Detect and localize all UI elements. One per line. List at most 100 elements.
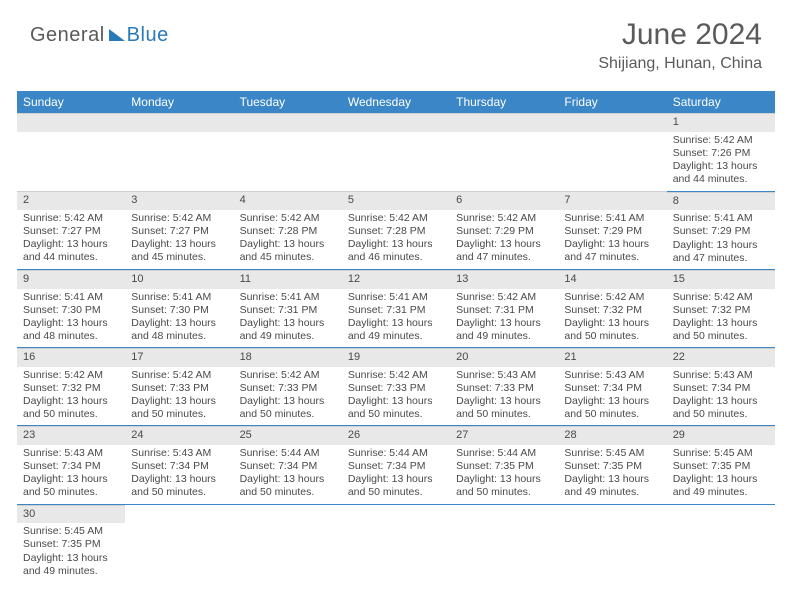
calendar-row: 23Sunrise: 5:43 AMSunset: 7:34 PMDayligh… [17, 426, 775, 504]
calendar-body: 1Sunrise: 5:42 AMSunset: 7:26 PMDaylight… [17, 113, 775, 582]
day-number: 9 [17, 270, 125, 289]
day-daylight2: and 50 minutes. [240, 486, 336, 499]
calendar-cell: 20Sunrise: 5:43 AMSunset: 7:33 PMDayligh… [450, 348, 558, 426]
day-number: 8 [667, 192, 775, 211]
weekday-header: Tuesday [234, 91, 342, 113]
day-body: Sunrise: 5:41 AMSunset: 7:31 PMDaylight:… [234, 289, 342, 348]
calendar-cell: 11Sunrise: 5:41 AMSunset: 7:31 PMDayligh… [234, 269, 342, 347]
day-sunrise: Sunrise: 5:44 AM [348, 447, 444, 460]
day-daylight1: Daylight: 13 hours [456, 473, 552, 486]
day-body: Sunrise: 5:42 AMSunset: 7:28 PMDaylight:… [342, 210, 450, 269]
day-sunrise: Sunrise: 5:45 AM [23, 525, 119, 538]
day-sunset: Sunset: 7:32 PM [564, 304, 660, 317]
brand-triangle-icon [109, 29, 125, 41]
day-sunset: Sunset: 7:30 PM [23, 304, 119, 317]
calendar-cell [125, 504, 233, 582]
day-sunrise: Sunrise: 5:41 AM [131, 291, 227, 304]
calendar-cell: 12Sunrise: 5:41 AMSunset: 7:31 PMDayligh… [342, 269, 450, 347]
day-daylight2: and 49 minutes. [23, 565, 119, 578]
calendar-cell [125, 113, 233, 191]
day-body: Sunrise: 5:43 AMSunset: 7:34 PMDaylight:… [558, 367, 666, 426]
calendar-cell [450, 504, 558, 582]
day-body: Sunrise: 5:41 AMSunset: 7:30 PMDaylight:… [125, 289, 233, 348]
day-daylight1: Daylight: 13 hours [673, 317, 769, 330]
day-sunset: Sunset: 7:31 PM [456, 304, 552, 317]
day-number: 17 [125, 348, 233, 367]
calendar-cell: 24Sunrise: 5:43 AMSunset: 7:34 PMDayligh… [125, 426, 233, 504]
day-daylight2: and 49 minutes. [240, 330, 336, 343]
day-daylight1: Daylight: 13 hours [673, 395, 769, 408]
day-number: 14 [558, 270, 666, 289]
day-number: 12 [342, 270, 450, 289]
day-sunrise: Sunrise: 5:42 AM [456, 212, 552, 225]
day-sunrise: Sunrise: 5:43 AM [564, 369, 660, 382]
day-sunrise: Sunrise: 5:43 AM [131, 447, 227, 460]
day-number-blank [125, 113, 233, 132]
calendar-cell [342, 113, 450, 191]
calendar-cell: 10Sunrise: 5:41 AMSunset: 7:30 PMDayligh… [125, 269, 233, 347]
day-sunrise: Sunrise: 5:42 AM [564, 291, 660, 304]
weekday-header: Monday [125, 91, 233, 113]
day-body: Sunrise: 5:44 AMSunset: 7:34 PMDaylight:… [342, 445, 450, 504]
day-number: 29 [667, 426, 775, 445]
calendar-cell: 9Sunrise: 5:41 AMSunset: 7:30 PMDaylight… [17, 269, 125, 347]
day-daylight1: Daylight: 13 hours [348, 238, 444, 251]
calendar-cell: 15Sunrise: 5:42 AMSunset: 7:32 PMDayligh… [667, 269, 775, 347]
day-number: 4 [234, 191, 342, 210]
day-sunrise: Sunrise: 5:41 AM [564, 212, 660, 225]
calendar-cell: 27Sunrise: 5:44 AMSunset: 7:35 PMDayligh… [450, 426, 558, 504]
day-sunrise: Sunrise: 5:43 AM [673, 369, 769, 382]
day-sunset: Sunset: 7:33 PM [240, 382, 336, 395]
day-body: Sunrise: 5:45 AMSunset: 7:35 PMDaylight:… [558, 445, 666, 504]
calendar-cell: 1Sunrise: 5:42 AMSunset: 7:26 PMDaylight… [667, 113, 775, 191]
title-block: June 2024 Shijiang, Hunan, China [598, 18, 762, 73]
calendar-cell: 6Sunrise: 5:42 AMSunset: 7:29 PMDaylight… [450, 191, 558, 269]
day-sunset: Sunset: 7:35 PM [456, 460, 552, 473]
calendar-row: 1Sunrise: 5:42 AMSunset: 7:26 PMDaylight… [17, 113, 775, 191]
day-body: Sunrise: 5:42 AMSunset: 7:27 PMDaylight:… [125, 210, 233, 269]
location-label: Shijiang, Hunan, China [598, 55, 762, 73]
calendar-cell: 14Sunrise: 5:42 AMSunset: 7:32 PMDayligh… [558, 269, 666, 347]
day-number: 20 [450, 348, 558, 367]
day-daylight1: Daylight: 13 hours [131, 317, 227, 330]
day-daylight1: Daylight: 13 hours [131, 473, 227, 486]
day-sunrise: Sunrise: 5:45 AM [564, 447, 660, 460]
day-daylight1: Daylight: 13 hours [240, 317, 336, 330]
calendar-cell [234, 504, 342, 582]
day-daylight2: and 50 minutes. [348, 408, 444, 421]
day-daylight2: and 45 minutes. [131, 251, 227, 264]
month-title: June 2024 [598, 18, 762, 51]
calendar-cell: 3Sunrise: 5:42 AMSunset: 7:27 PMDaylight… [125, 191, 233, 269]
day-body: Sunrise: 5:45 AMSunset: 7:35 PMDaylight:… [667, 445, 775, 504]
day-body: Sunrise: 5:42 AMSunset: 7:33 PMDaylight:… [342, 367, 450, 426]
calendar-header-row: Sunday Monday Tuesday Wednesday Thursday… [17, 91, 775, 113]
day-number-blank [17, 113, 125, 132]
calendar-cell: 21Sunrise: 5:43 AMSunset: 7:34 PMDayligh… [558, 348, 666, 426]
calendar-cell [558, 504, 666, 582]
brand-part1: General [30, 24, 105, 47]
day-sunrise: Sunrise: 5:42 AM [673, 291, 769, 304]
day-number-blank [558, 113, 666, 132]
day-body: Sunrise: 5:42 AMSunset: 7:32 PMDaylight:… [17, 367, 125, 426]
day-number: 21 [558, 348, 666, 367]
weekday-header: Sunday [17, 91, 125, 113]
day-daylight1: Daylight: 13 hours [348, 317, 444, 330]
day-sunrise: Sunrise: 5:42 AM [456, 291, 552, 304]
day-daylight1: Daylight: 13 hours [673, 160, 769, 173]
day-body: Sunrise: 5:43 AMSunset: 7:34 PMDaylight:… [667, 367, 775, 426]
calendar-cell [342, 504, 450, 582]
day-number: 18 [234, 348, 342, 367]
day-body: Sunrise: 5:44 AMSunset: 7:34 PMDaylight:… [234, 445, 342, 504]
day-number: 3 [125, 191, 233, 210]
calendar-row: 16Sunrise: 5:42 AMSunset: 7:32 PMDayligh… [17, 348, 775, 426]
day-daylight2: and 50 minutes. [240, 408, 336, 421]
day-body: Sunrise: 5:41 AMSunset: 7:29 PMDaylight:… [558, 210, 666, 269]
day-body: Sunrise: 5:41 AMSunset: 7:29 PMDaylight:… [667, 210, 775, 269]
day-sunrise: Sunrise: 5:44 AM [240, 447, 336, 460]
calendar-cell: 8Sunrise: 5:41 AMSunset: 7:29 PMDaylight… [667, 191, 775, 269]
day-sunset: Sunset: 7:30 PM [131, 304, 227, 317]
day-sunset: Sunset: 7:33 PM [131, 382, 227, 395]
day-daylight2: and 47 minutes. [564, 251, 660, 264]
day-number: 1 [667, 113, 775, 132]
day-sunrise: Sunrise: 5:42 AM [240, 369, 336, 382]
